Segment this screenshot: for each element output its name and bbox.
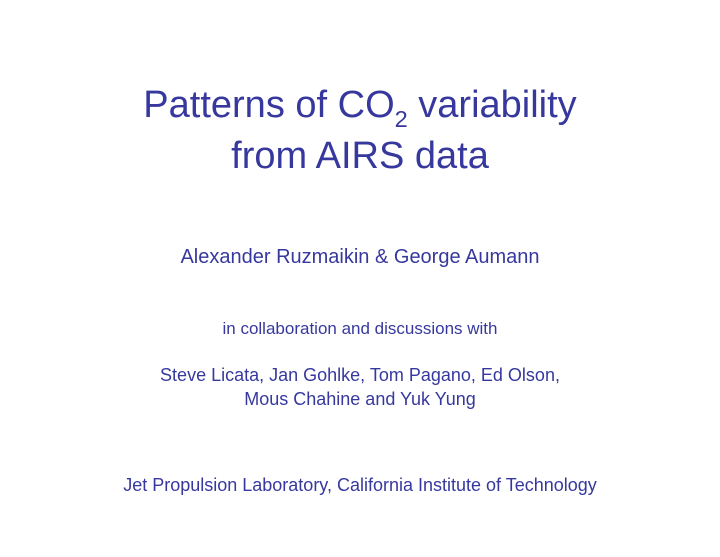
title-line1-pre: Patterns of CO [143,84,394,126]
affiliation-line: Jet Propulsion Laboratory, California In… [0,475,720,496]
collaborators-line1: Steve Licata, Jan Gohlke, Tom Pagano, Ed… [160,365,560,385]
collaboration-label: in collaboration and discussions with [0,319,720,339]
title-line1-post: variability [408,84,577,126]
collaborators-block: Steve Licata, Jan Gohlke, Tom Pagano, Ed… [0,363,720,412]
authors-line: Alexander Ruzmaikin & George Aumann [0,246,720,269]
collaborators-line2: Mous Chahine and Yuk Yung [244,389,476,409]
slide-title: Patterns of CO2 variability from AIRS da… [0,82,720,181]
title-line2: from AIRS data [231,135,489,177]
title-subscript: 2 [395,106,408,132]
title-slide: Patterns of CO2 variability from AIRS da… [0,0,720,557]
